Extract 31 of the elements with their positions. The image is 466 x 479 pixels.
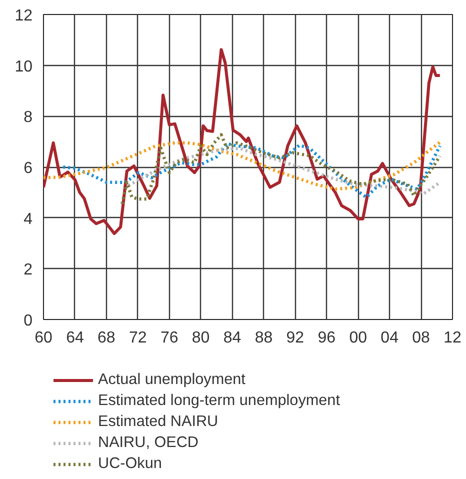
y-tick-label: 8 [24,109,33,126]
x-tick-label: 84 [223,330,242,346]
y-tick-label: 10 [14,58,33,76]
x-tick-label: 80 [192,330,210,346]
legend-label: Actual unemployment [98,371,246,389]
x-tick-label: 60 [34,330,52,346]
line-series [44,140,442,191]
x-tick-label: 92 [286,330,304,346]
x-tick-label: 76 [160,330,178,346]
x-tick-label: 12 [444,330,462,346]
y-tick-label: 12 [14,8,33,24]
x-tick-label: 68 [98,330,116,346]
x-tick-label: 72 [128,330,147,346]
x-tick-label: 08 [412,330,430,346]
legend-label: Estimated NAIRU [98,413,218,431]
legend-label: NAIRU, OECD [98,434,198,452]
y-tick-label: 2 [24,262,33,279]
y-tick-label: 0 [24,312,33,330]
y-tick-label: 4 [24,210,33,228]
x-tick-label: 04 [380,330,399,346]
line-series [44,48,442,236]
line-series [62,142,442,199]
line-series [126,146,442,196]
legend-label: Estimated long-term unemployment [98,392,340,410]
y-tick-label: 6 [24,160,33,177]
line-series [120,133,442,206]
x-tick-label: 96 [318,330,336,346]
x-tick-label: 64 [66,330,84,346]
x-tick-label: 88 [254,330,273,346]
x-tick-label: 00 [349,330,368,346]
legend-label: UC-Okun [98,455,162,473]
